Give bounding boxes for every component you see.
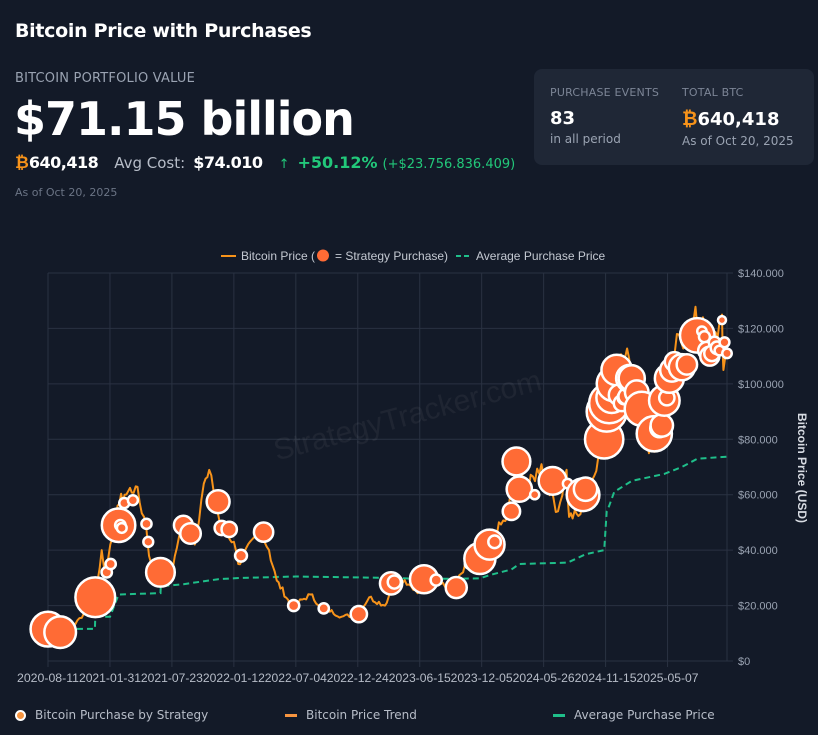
x-tick-label: 2021-01-31 <box>79 673 141 685</box>
purchase-point <box>487 534 503 550</box>
purchase-point <box>429 573 444 587</box>
total-btc-value-row: ₿640,418 <box>682 108 794 131</box>
x-tick-label: 2020-08-11 <box>17 673 79 685</box>
purchase-point <box>675 353 699 376</box>
x-tick-label: 2022-01-12 <box>203 673 265 685</box>
average-line-icon <box>553 713 565 717</box>
bitcoin-icon: ₿ <box>15 153 29 173</box>
purchase-point <box>528 488 541 501</box>
purchase-point <box>179 522 203 546</box>
purchase-point <box>144 556 177 588</box>
portfolio-value: $71.15 billion <box>14 92 355 146</box>
purchase-point <box>537 465 568 496</box>
y-tick-label: $120.000 <box>738 323 784 335</box>
purchase-point <box>718 336 731 349</box>
purchase-point <box>126 493 140 507</box>
y-tick-label: $40.000 <box>738 545 778 557</box>
purchase-point <box>142 535 155 549</box>
watermark: StrategyTracker.com <box>270 364 545 467</box>
purchase-point <box>286 598 301 613</box>
page-title: Bitcoin Price with Purchases <box>15 20 312 42</box>
purchase-point <box>501 501 522 522</box>
avg-cost-value: $74.010 <box>193 153 263 172</box>
legend-item-trend[interactable]: Bitcoin Price Trend <box>285 708 417 722</box>
x-tick-label: 2025-05-07 <box>637 673 699 685</box>
purchase-point <box>386 574 403 590</box>
purchase-legend-dot-icon <box>317 249 329 262</box>
purchase-events-stat: PURCHASE EVENTS 83 in all period <box>550 86 659 146</box>
purchase-point <box>649 412 675 438</box>
purchase-point <box>572 476 599 503</box>
as-of-date: As of Oct 20, 2025 <box>15 186 118 199</box>
portfolio-summary-row: ₿ 640,418 Avg Cost: $74.010 ↑ +50.12% (+… <box>15 153 515 173</box>
legend-purchase-label: = Strategy Purchase) <box>335 249 448 263</box>
btc-amount: 640,418 <box>28 153 99 172</box>
y-tick-label: $100.000 <box>738 379 784 391</box>
purchase-dot-icon <box>15 709 26 721</box>
total-btc-stat: TOTAL BTC ₿640,418 As of Oct 20, 2025 <box>682 86 794 148</box>
average-purchase-price-line <box>48 455 728 632</box>
total-btc-value: 640,418 <box>697 109 780 130</box>
legend-price-label: Bitcoin Price ( <box>241 249 315 263</box>
purchase-point <box>317 601 331 615</box>
legend-item-purchase[interactable]: Bitcoin Purchase by Strategy <box>15 708 208 722</box>
y-tick-label: $0 <box>738 656 750 668</box>
trend-line-icon <box>285 713 297 717</box>
purchase-point <box>252 521 275 544</box>
legend-trend-text: Bitcoin Price Trend <box>306 708 417 722</box>
chart-grid <box>47 272 733 667</box>
arrow-up-icon: ↑ <box>278 157 290 172</box>
bitcoin-icon: ₿ <box>682 108 698 130</box>
legend-average-label: Average Purchase Price <box>476 249 606 263</box>
total-btc-label: TOTAL BTC <box>682 86 744 99</box>
avg-cost-label: Avg Cost: <box>114 154 186 172</box>
purchase-point <box>716 314 728 326</box>
x-tick-label: 2023-06-15 <box>389 673 451 685</box>
purchase-point <box>220 520 239 539</box>
gain-absolute: (+$23.756.836.409) <box>382 157 516 172</box>
purchase-events-label: PURCHASE EVENTS <box>550 86 660 99</box>
gain-percent: +50.12% <box>297 153 378 172</box>
y-tick-label: $20.000 <box>738 601 778 613</box>
purchase-point <box>349 604 369 624</box>
purchase-point <box>501 446 532 477</box>
legend-average-text: Average Purchase Price <box>574 708 715 722</box>
purchase-point <box>233 548 249 563</box>
x-tick-label: 2023-12-05 <box>451 673 513 685</box>
purchase-point <box>104 557 118 571</box>
purchase-point <box>74 576 117 619</box>
purchase-point <box>115 521 128 535</box>
purchase-point <box>505 475 534 504</box>
x-tick-label: 2024-05-26 <box>513 673 575 685</box>
legend-item-average[interactable]: Average Purchase Price <box>553 708 715 722</box>
purchase-point <box>444 575 469 600</box>
x-tick-label: 2021-07-23 <box>141 673 203 685</box>
purchase-events-note: in all period <box>550 132 621 146</box>
y-tick-label: $60.000 <box>738 490 778 502</box>
legend-purchase-text: Bitcoin Purchase by Strategy <box>35 708 209 722</box>
purchase-point <box>721 347 733 360</box>
chart-legend: Bitcoin Price ( = Strategy Purchase) Ave… <box>221 249 606 263</box>
y-tick-label: $140.000 <box>738 268 784 280</box>
x-tick-label: 2024-11-15 <box>575 673 637 685</box>
summary-card: PURCHASE EVENTS 83 in all period TOTAL B… <box>534 69 814 165</box>
y-tick-label: $80.000 <box>738 434 778 446</box>
x-tick-label: 2022-12-24 <box>327 673 390 685</box>
purchase-point <box>205 488 231 515</box>
purchase-events-value: 83 <box>550 108 576 129</box>
purchase-point <box>43 615 78 650</box>
y-axis-label: Bitcoin Price (USD) <box>795 413 809 523</box>
purchase-point <box>140 517 153 531</box>
portfolio-value-label: BITCOIN PORTFOLIO VALUE <box>15 71 196 86</box>
total-btc-note: As of Oct 20, 2025 <box>682 134 794 148</box>
x-tick-label: 2022-07-04 <box>265 673 328 685</box>
price-chart: StrategyTracker.com $0 $20.000 $40.000 $60.… <box>17 249 809 685</box>
